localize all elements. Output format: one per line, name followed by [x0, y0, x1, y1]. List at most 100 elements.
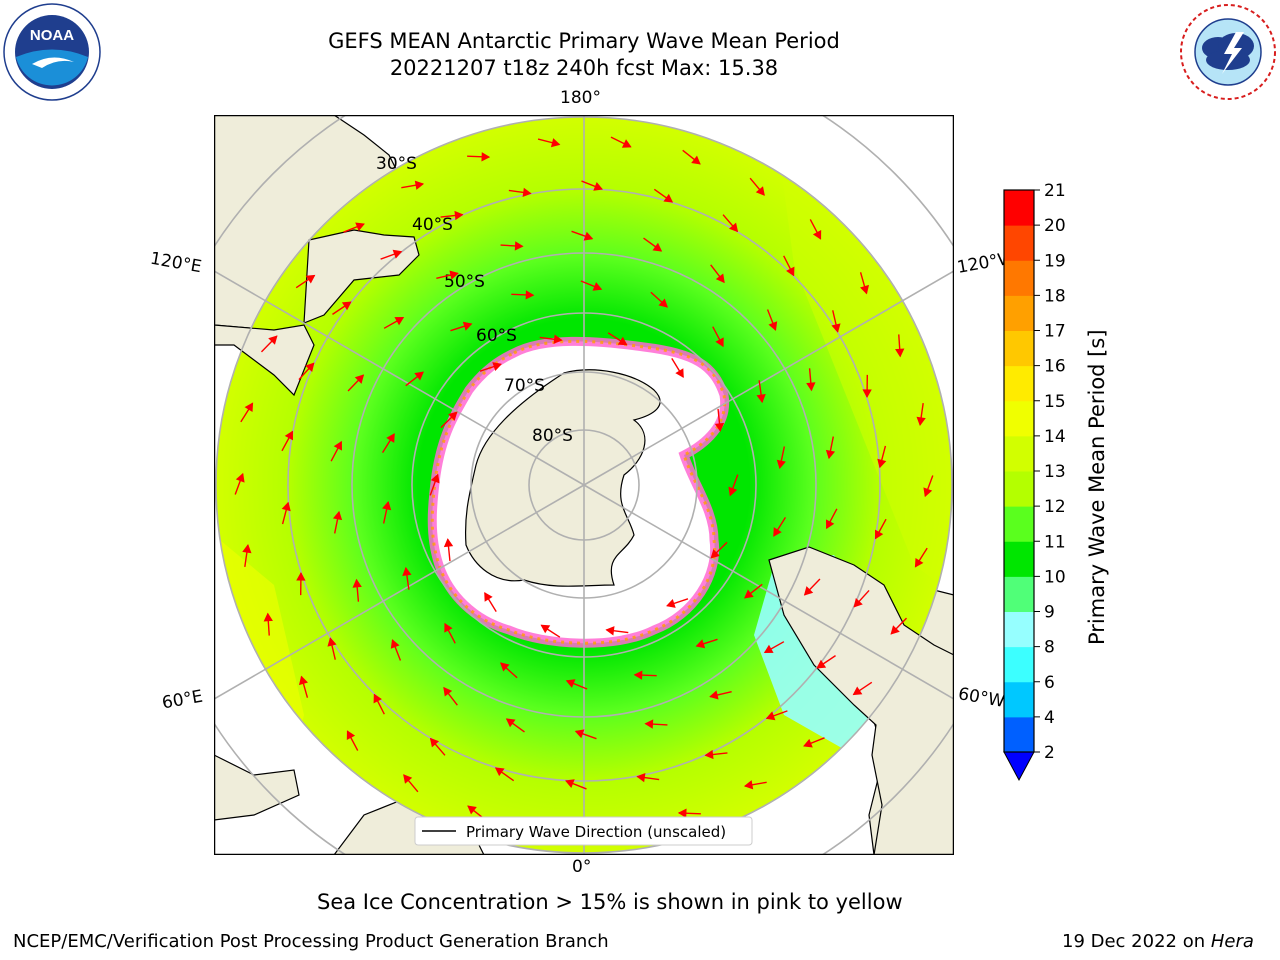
- arrow-head-icon: [284, 430, 293, 441]
- footer-date-text: 19 Dec 2022 on: [1062, 931, 1211, 952]
- arrow-head-icon: [875, 529, 884, 540]
- colorbar-segment: [1004, 681, 1034, 718]
- arrow-head-icon: [500, 662, 510, 672]
- arrow-head-icon: [281, 501, 291, 512]
- colorbar-segment: [1004, 471, 1034, 507]
- arrow-head-icon: [514, 241, 524, 251]
- wave-direction-arrows: [234, 136, 934, 834]
- arrow-head-icon: [355, 222, 365, 232]
- arrow-head-icon: [923, 487, 933, 498]
- arrow-head-icon: [593, 182, 603, 191]
- arrow-head-icon: [695, 639, 706, 649]
- lat-label-80s: 80°S: [532, 426, 573, 446]
- arrow-head-icon: [565, 779, 575, 788]
- arrow-head-icon: [636, 772, 646, 783]
- colorbar-tick-label: 14: [1044, 427, 1066, 447]
- arrow-head-icon: [728, 222, 739, 233]
- arrow-head-icon: [765, 711, 776, 721]
- arrow-head-icon: [633, 670, 643, 680]
- arrow-head-icon: [816, 659, 827, 669]
- colorbar-title: Primary Wave Mean Period [s]: [1085, 329, 1109, 645]
- arrow-head-icon: [709, 690, 719, 700]
- arrow-head-icon: [592, 282, 603, 291]
- legend-label: Primary Wave Direction (unscaled): [466, 823, 726, 841]
- colorbar-tick-label: 12: [1044, 497, 1066, 517]
- colorbar-tick-label: 10: [1044, 567, 1066, 587]
- arrow-head-icon: [853, 598, 863, 608]
- colorbar-extend-arrow: [1003, 751, 1035, 782]
- arrow-head-icon: [354, 374, 365, 384]
- arrow-head-icon: [776, 459, 786, 470]
- lat-label-40s: 40°S: [412, 215, 453, 235]
- arrow-head-icon: [346, 730, 356, 740]
- arrow-head-icon: [621, 139, 632, 148]
- lon-label-0: 0°: [572, 857, 592, 877]
- colorbar-tick-label: 8: [1044, 638, 1055, 658]
- arrow-head-icon: [467, 805, 477, 815]
- antarctic-map: 30°S 40°S 50°S 60°S 70°S 80°S Primary Wa…: [214, 115, 954, 855]
- arrow-head-icon: [756, 394, 766, 404]
- arrow-head-icon: [565, 679, 576, 688]
- arrow-head-icon: [803, 738, 813, 748]
- arrow-head-icon: [574, 729, 585, 739]
- colorbar-segment: [1004, 260, 1034, 296]
- arrow-head-icon: [444, 622, 453, 633]
- map-legend: Primary Wave Direction (unscaled): [414, 816, 753, 846]
- arrow-head-icon: [914, 557, 924, 568]
- arrow-head-icon: [755, 186, 765, 196]
- arrow-head-icon: [862, 389, 872, 398]
- footer-branch: NCEP/EMC/Verification Post Processing Pr…: [13, 931, 609, 952]
- sea-ice-caption: Sea Ice Concentration > 15% is shown in …: [317, 890, 903, 914]
- arrow-head-icon: [403, 774, 413, 784]
- colorbar-segment: [1004, 506, 1034, 542]
- arrow-head-icon: [382, 500, 392, 511]
- lat-label-60s: 60°S: [476, 326, 517, 346]
- arrow-head-icon: [394, 316, 405, 326]
- colorbar-tick-label: 17: [1044, 322, 1066, 342]
- arrow-head-icon: [825, 449, 836, 460]
- arrow-head-icon: [806, 382, 816, 392]
- arrow-head-icon: [691, 155, 701, 165]
- colorbar-tick-label: 19: [1044, 251, 1066, 271]
- arrow-head-icon: [298, 675, 308, 686]
- arrow-head-icon: [242, 544, 252, 554]
- arrow-head-icon: [373, 693, 382, 704]
- arrow-head-icon: [666, 598, 676, 608]
- colorbar-tick-label: 4: [1044, 708, 1055, 728]
- colorbar-tick-label: 21: [1044, 181, 1066, 201]
- arrow-head-icon: [583, 231, 594, 241]
- colorbar-segment: [1004, 190, 1034, 226]
- arrow-head-icon: [704, 749, 714, 760]
- arrow-head-icon: [341, 301, 352, 311]
- colorbar-tick-label: 16: [1044, 357, 1066, 377]
- arrow-head-icon: [352, 578, 362, 588]
- colorbar-tick-label: 13: [1044, 462, 1066, 482]
- arrow-head-icon: [268, 335, 278, 345]
- colorbar-segment: [1004, 576, 1034, 612]
- arrow-head-icon: [852, 686, 863, 696]
- colorbar-segment: [1004, 225, 1034, 261]
- arrow-head-icon: [831, 323, 841, 333]
- arrow-head-icon: [677, 808, 687, 818]
- arrow-head-icon: [305, 274, 316, 284]
- arrow-head-icon: [675, 368, 684, 379]
- arrow-head-icon: [492, 362, 502, 372]
- colorbar-segment: [1004, 541, 1034, 577]
- footer-date: 19 Dec 2022 on Hera: [1062, 931, 1254, 952]
- colorbar-tick-label: 9: [1044, 603, 1055, 623]
- arrow-head-icon: [430, 473, 440, 484]
- arrow-head-icon: [402, 566, 412, 576]
- noaa-logo-text: NOAA: [30, 27, 74, 44]
- arrow-head-icon: [728, 486, 738, 497]
- arrow-head-icon: [877, 458, 887, 469]
- arrow-head-icon: [663, 193, 674, 203]
- colorbar-tick-label: 15: [1044, 392, 1066, 412]
- arrow-head-icon: [332, 510, 343, 521]
- arrow-head-icon: [715, 273, 725, 284]
- arrow-head-icon: [263, 612, 273, 622]
- arrow-head-icon: [825, 519, 835, 530]
- arrow-head-icon: [710, 549, 720, 559]
- nws-storm-cloud-icon: [1202, 32, 1254, 74]
- arrow-head-icon: [494, 767, 505, 777]
- arrow-head-icon: [812, 230, 822, 240]
